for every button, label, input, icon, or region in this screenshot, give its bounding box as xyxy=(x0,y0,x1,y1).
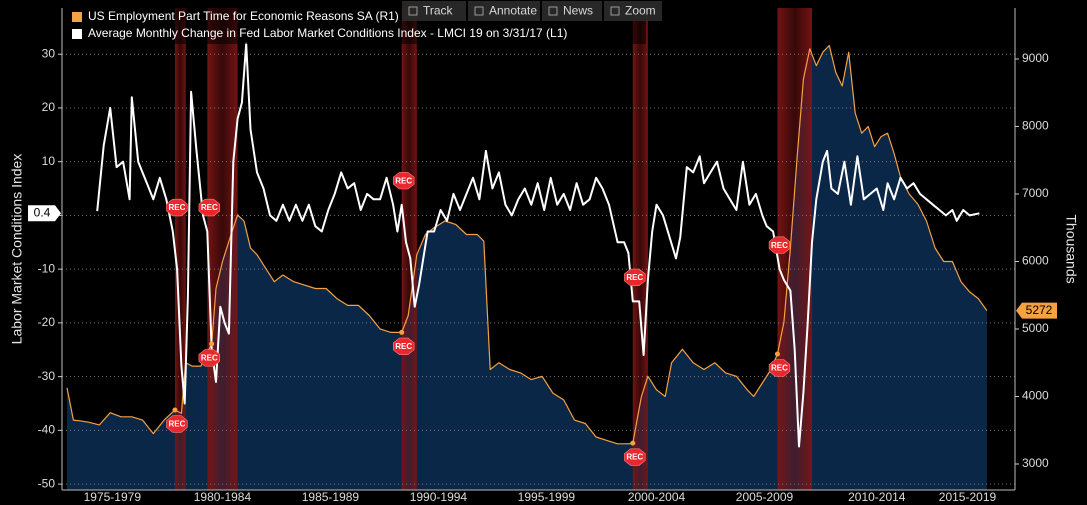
recession-band xyxy=(632,8,648,490)
x-tick-label: 1980-1984 xyxy=(194,490,252,504)
last-value-label: 0.4 xyxy=(34,205,51,219)
x-tick-label: 2005-2009 xyxy=(736,490,794,504)
rec-marker xyxy=(768,236,791,254)
rec-marker xyxy=(392,337,415,356)
y-tick-label: 20 xyxy=(42,100,56,114)
rec-marker xyxy=(198,349,220,367)
toolbar-button-bg[interactable] xyxy=(542,1,602,21)
toolbar-button[interactable]: News xyxy=(542,1,602,21)
toolbar-label[interactable]: Zoom xyxy=(625,4,656,18)
rec-label: REC xyxy=(626,453,643,462)
y-tick-label: -30 xyxy=(38,369,56,383)
rec-label: REC xyxy=(771,241,788,250)
x-tick-label: 2010-2014 xyxy=(848,490,906,504)
recession-band xyxy=(174,8,186,490)
toolbar-label[interactable]: Track xyxy=(423,4,454,18)
toolbar-button[interactable]: Track xyxy=(402,1,466,21)
legend-swatch xyxy=(72,12,82,22)
rec-marker xyxy=(166,198,188,217)
y2-axis-label: Thousands xyxy=(1063,214,1079,283)
rec-label: REC xyxy=(395,342,412,351)
toolbar-button[interactable]: Annotate xyxy=(468,1,540,21)
recession-dot xyxy=(630,440,636,446)
toolbar-button[interactable]: Zoom xyxy=(604,1,662,21)
rec-label: REC xyxy=(626,273,643,282)
rec-label: REC xyxy=(168,203,185,212)
y-tick-label: -10 xyxy=(38,261,56,275)
rec-marker xyxy=(768,359,791,377)
rec-label: REC xyxy=(395,176,412,185)
toolbar-icon[interactable] xyxy=(610,6,620,16)
line xyxy=(96,42,980,448)
y-tick-label: -20 xyxy=(38,315,56,329)
toolbar-label[interactable]: Annotate xyxy=(489,4,537,18)
x-tick-label: 1975-1979 xyxy=(84,490,142,504)
y2-tick-label: 9000 xyxy=(1022,51,1049,65)
y-tick-label: 30 xyxy=(42,46,56,60)
recession-dot xyxy=(172,407,178,413)
x-tick-label: 1985-1989 xyxy=(302,490,360,504)
last-value-box xyxy=(1016,302,1057,319)
rec-label: REC xyxy=(201,353,218,362)
y-axis-label: Labor Market Conditions Index xyxy=(9,154,25,345)
recession-band xyxy=(401,8,417,490)
recession-dot xyxy=(774,351,780,357)
last-value-label: 5272 xyxy=(1026,303,1053,317)
legend-label: Average Monthly Change in Fed Labor Mark… xyxy=(88,26,567,40)
toolbar-button-bg[interactable] xyxy=(604,1,662,21)
plot-area: REC REC REC REC REC REC REC REC REC REC xyxy=(58,8,1019,491)
y-tick-label: 10 xyxy=(42,154,56,168)
y2-tick-label: 5000 xyxy=(1022,321,1049,335)
rec-label: REC xyxy=(168,420,185,429)
recession-dot xyxy=(399,329,405,335)
x-tick-label: 2015-2019 xyxy=(939,490,997,504)
y2-tick-label: 6000 xyxy=(1022,254,1049,268)
rec-marker xyxy=(392,172,415,190)
toolbar-button-bg[interactable] xyxy=(402,1,466,21)
toolbar-button-bg[interactable] xyxy=(468,1,540,21)
area xyxy=(67,45,987,490)
x-tick-label: 1990-1994 xyxy=(410,490,468,504)
rec-marker xyxy=(198,198,220,217)
legend-swatch xyxy=(72,29,82,39)
rec-marker xyxy=(624,448,646,466)
x-tick-label: 1995-1999 xyxy=(518,490,576,504)
legend-label: US Employment Part Time for Economic Rea… xyxy=(88,9,399,23)
y2-tick-label: 3000 xyxy=(1022,456,1049,470)
recession-band xyxy=(207,8,238,490)
last-value-box xyxy=(28,205,61,222)
y2-tick-label: 8000 xyxy=(1022,119,1049,133)
rec-label: REC xyxy=(201,203,218,212)
rec-label: REC xyxy=(771,364,788,373)
toolbar-label[interactable]: News xyxy=(563,4,593,18)
toolbar-icon[interactable] xyxy=(474,6,484,16)
toolbar-icon[interactable] xyxy=(548,6,558,16)
line xyxy=(66,44,988,445)
rec-marker xyxy=(166,415,188,433)
toolbar-icon[interactable] xyxy=(408,6,418,16)
y-tick-label: -40 xyxy=(38,423,56,437)
y2-tick-label: 7000 xyxy=(1022,186,1049,200)
y-tick-label: -50 xyxy=(38,476,56,490)
rec-marker xyxy=(624,268,646,287)
recession-dot xyxy=(209,341,215,347)
y2-tick-label: 4000 xyxy=(1022,389,1049,403)
toolbar: Track Annotate News Zoom xyxy=(402,1,662,21)
x-tick-label: 2000-2004 xyxy=(628,490,686,504)
